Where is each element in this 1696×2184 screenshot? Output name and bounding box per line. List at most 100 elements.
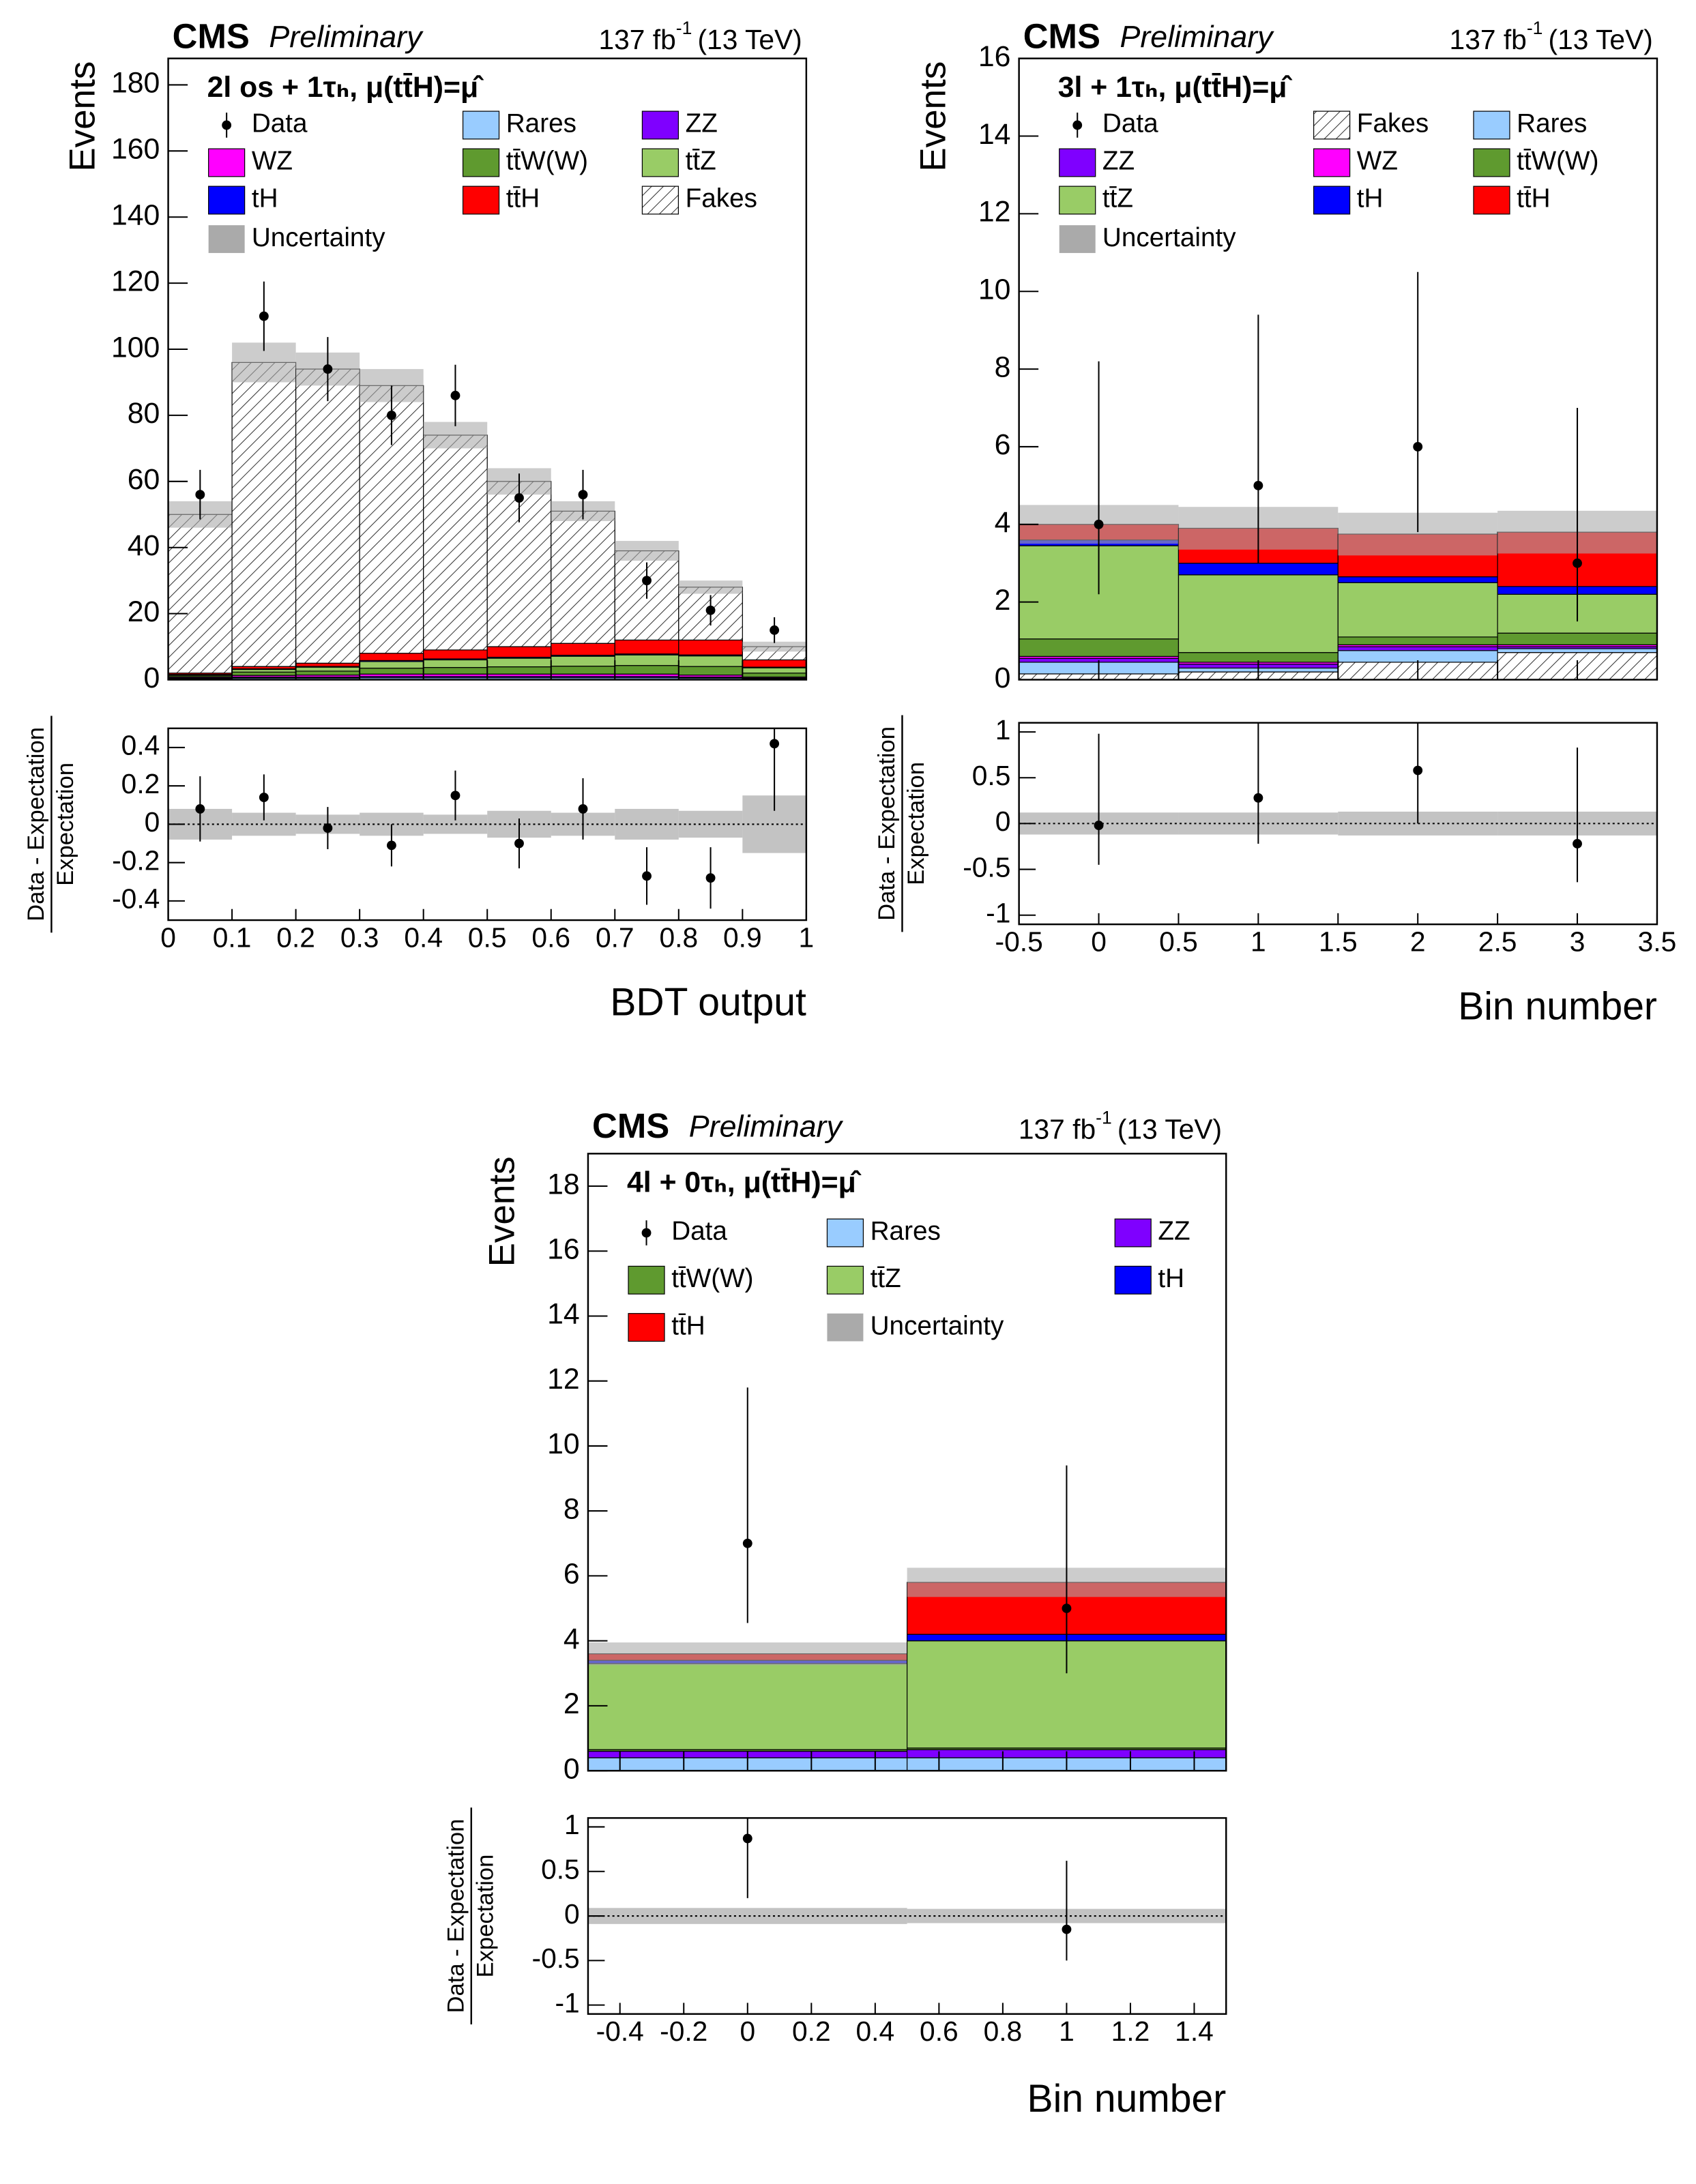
y-tick-label: 60 xyxy=(128,463,160,496)
legend-label: tt̄W(W) xyxy=(671,1264,753,1293)
legend-swatch xyxy=(1473,186,1510,215)
y-tick-label: 8 xyxy=(995,351,1011,383)
main-plot xyxy=(1019,271,1657,680)
legend-swatch xyxy=(1059,225,1096,253)
legend-swatch xyxy=(1059,186,1096,215)
ratio-point xyxy=(1413,765,1423,776)
ratio-point xyxy=(259,793,269,802)
y-tick-label: 0 xyxy=(995,662,1011,694)
stack-segment xyxy=(1337,582,1498,638)
status-label: Preliminary xyxy=(1120,20,1274,54)
stack-segment xyxy=(678,639,743,655)
x-tick-label: 1.5 xyxy=(1319,926,1358,957)
ratio-y-tick-label: -0.4 xyxy=(112,883,160,915)
stack-segment xyxy=(551,666,615,675)
stack-segment xyxy=(742,667,806,674)
x-tick-label: 0 xyxy=(160,921,176,953)
data-point xyxy=(1094,519,1104,529)
x-tick-label: 1.2 xyxy=(1111,2016,1150,2047)
x-tick-label: -0.5 xyxy=(995,926,1043,957)
y-tick-label: 120 xyxy=(111,265,160,297)
data-point xyxy=(578,490,588,500)
x-tick-label: 0.9 xyxy=(723,921,762,953)
y-axis-title: Events xyxy=(482,1156,523,1267)
uncertainty-band xyxy=(423,422,488,449)
ratio-y-tick-label: 0 xyxy=(564,1898,580,1930)
ratio-point xyxy=(742,1833,752,1844)
legend-swatch xyxy=(628,1313,665,1342)
stack-segment xyxy=(1337,646,1498,651)
y-tick-label: 10 xyxy=(978,274,1011,306)
main-plot xyxy=(168,281,806,680)
uncertainty-band xyxy=(678,580,743,594)
legend-swatch xyxy=(462,110,500,140)
ratio-y-tick-label: 0.2 xyxy=(121,768,160,799)
status-label: Preliminary xyxy=(689,1110,844,1144)
y-axis-title: Events xyxy=(913,61,953,172)
legend-swatch xyxy=(641,186,679,215)
data-point xyxy=(642,576,652,586)
data-point xyxy=(514,493,524,503)
y-tick-label: 6 xyxy=(564,1558,580,1591)
stack-segment xyxy=(295,662,360,667)
legend-swatch xyxy=(1114,1218,1152,1248)
legend-swatch xyxy=(462,148,500,177)
y-tick-label: 8 xyxy=(564,1492,580,1525)
x-tick-label: 0.8 xyxy=(984,2016,1023,2047)
x-axis-title: Bin number xyxy=(1027,2077,1227,2121)
legend-label: Data xyxy=(252,109,308,138)
main-plot xyxy=(587,1387,1227,1771)
energy-label: (13 TeV) xyxy=(1549,24,1653,55)
legend-label: Uncertainty xyxy=(1102,223,1236,252)
legend-label: tt̄H xyxy=(506,184,540,213)
y-tick-label: 12 xyxy=(547,1363,580,1396)
y-tick-label: 80 xyxy=(128,397,160,430)
ratio-y-tick-label: -0.5 xyxy=(963,851,1010,883)
stack-segment xyxy=(295,666,360,672)
y-tick-label: 180 xyxy=(111,67,160,100)
y-tick-label: 10 xyxy=(547,1428,580,1460)
x-axis-title: BDT output xyxy=(610,980,806,1024)
legend-swatch xyxy=(1473,148,1510,177)
legend-label: tt̄Z xyxy=(1102,184,1133,213)
x-tick-label: 3 xyxy=(1570,926,1585,957)
stack-segment xyxy=(295,670,360,676)
ratio-plot xyxy=(587,1818,1227,1961)
y-tick-label: 4 xyxy=(564,1623,580,1655)
ratio-point xyxy=(1573,839,1582,848)
ratio-title-denominator: Expectation xyxy=(472,1855,498,1978)
uncertainty-band xyxy=(615,541,679,561)
legend-swatch xyxy=(1114,1265,1152,1295)
ratio-y-tick-label: 0.5 xyxy=(972,760,1011,791)
y-tick-label: 20 xyxy=(128,595,160,628)
x-tick-label: 0.8 xyxy=(659,921,698,953)
legend-label: Uncertainty xyxy=(252,223,385,252)
y-axis-title: Events xyxy=(62,61,102,172)
x-tick-label: -0.2 xyxy=(660,2016,707,2047)
x-tick-label: 0.5 xyxy=(1159,926,1198,957)
experiment-label: CMS xyxy=(1023,17,1100,56)
legend-swatch xyxy=(1313,110,1351,140)
y-tick-label: 2 xyxy=(564,1687,580,1720)
legend-label: Uncertainty xyxy=(871,1311,1004,1340)
ratio-point xyxy=(195,804,205,814)
x-tick-label: 0 xyxy=(1091,926,1107,957)
stack-segment xyxy=(486,646,552,658)
x-tick-label: 0.1 xyxy=(213,921,252,953)
ratio-point xyxy=(514,838,524,848)
x-tick-label: 0.2 xyxy=(276,921,315,953)
legend-data-marker xyxy=(641,1228,652,1238)
y-tick-label: 140 xyxy=(111,199,160,232)
y-tick-label: 2 xyxy=(995,584,1011,617)
lumi-exponent: -1 xyxy=(676,18,692,38)
legend-label: tt̄Z xyxy=(686,147,716,176)
stack-segment xyxy=(359,653,424,662)
legend-label: Fakes xyxy=(686,184,757,213)
data-point xyxy=(1413,442,1423,452)
data-point xyxy=(259,311,269,321)
x-tick-label: 1 xyxy=(1251,926,1266,957)
stack-segment xyxy=(551,510,615,644)
ratio-point xyxy=(770,739,780,749)
ratio-y-tick-label: -1 xyxy=(555,1987,579,2018)
lumi-label: 137 fb xyxy=(1019,1114,1096,1145)
